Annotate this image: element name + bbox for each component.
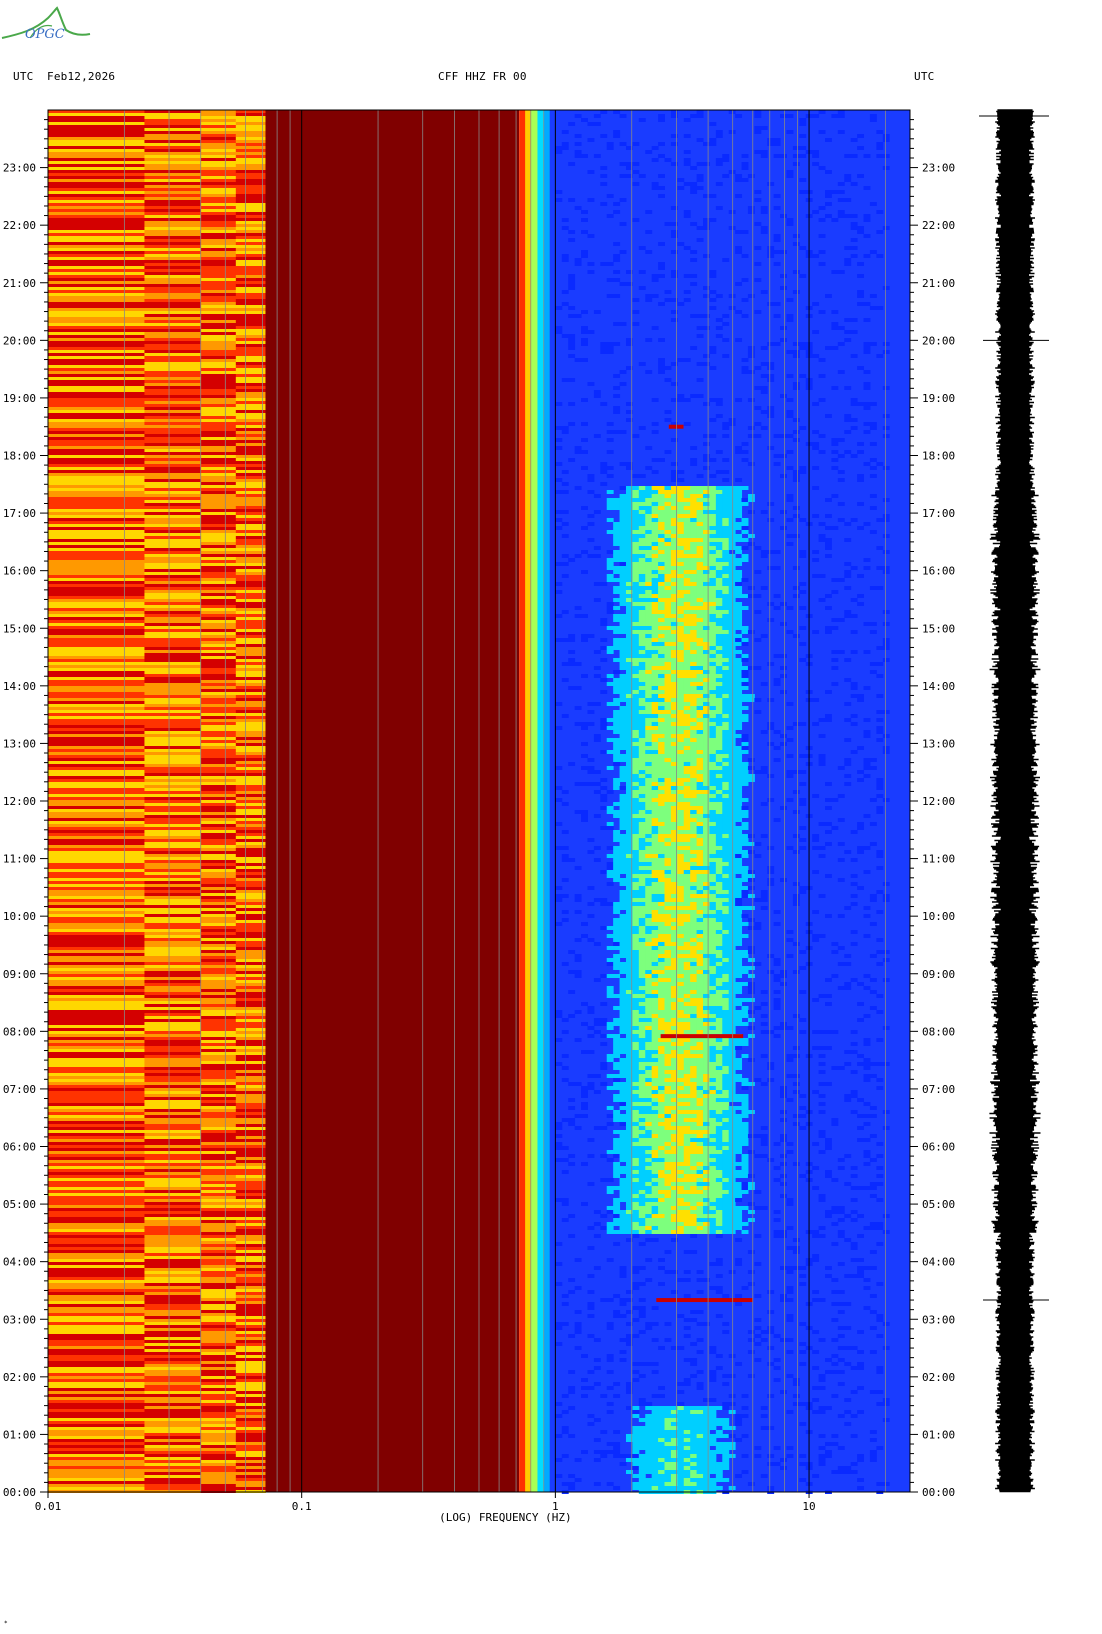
y-tick-label-left: 04:00 bbox=[3, 1256, 36, 1269]
y-tick-label-right: 11:00 bbox=[922, 853, 955, 866]
event-mark-0 bbox=[656, 1298, 753, 1303]
y-tick-label-left: 05:00 bbox=[3, 1198, 36, 1211]
y-tick-label-left: 16:00 bbox=[3, 565, 36, 578]
y-tick-label-left: 03:00 bbox=[3, 1313, 36, 1326]
y-tick-label-left: 19:00 bbox=[3, 392, 36, 405]
y-tick-label-right: 08:00 bbox=[922, 1025, 955, 1038]
y-tick-label-left: 01:00 bbox=[3, 1428, 36, 1441]
y-tick-label-right: 23:00 bbox=[922, 162, 955, 175]
y-tick-label-left: 17:00 bbox=[3, 507, 36, 520]
y-tick-label-left: 15:00 bbox=[3, 622, 36, 635]
y-tick-label-right: 18:00 bbox=[922, 450, 955, 463]
footer-mark: * bbox=[4, 1620, 8, 1627]
y-tick-label-right: 22:00 bbox=[922, 219, 955, 232]
y-tick-label-right: 01:00 bbox=[922, 1428, 955, 1441]
x-tick-label: 10 bbox=[802, 1500, 815, 1513]
y-tick-label-right: 17:00 bbox=[922, 507, 955, 520]
x-tick-label: 0.1 bbox=[292, 1500, 312, 1513]
y-tick-label-right: 16:00 bbox=[922, 565, 955, 578]
x-tick-label: 1 bbox=[552, 1500, 559, 1513]
y-tick-label-left: 22:00 bbox=[3, 219, 36, 232]
chart-title: CFF HHZ FR 00 bbox=[438, 70, 527, 83]
y-tick-label-right: 02:00 bbox=[922, 1371, 955, 1384]
y-tick-label-left: 21:00 bbox=[3, 277, 36, 290]
y-tick-label-right: 14:00 bbox=[922, 680, 955, 693]
seismogram-trace bbox=[989, 109, 1041, 1493]
header-left-tz: UTC bbox=[13, 70, 34, 83]
y-tick-label-right: 10:00 bbox=[922, 910, 955, 923]
y-tick-label-left: 07:00 bbox=[3, 1083, 36, 1096]
x-tick-label: 0.01 bbox=[35, 1500, 62, 1513]
y-tick-label-left: 10:00 bbox=[3, 910, 36, 923]
header-right-tz: UTC bbox=[914, 70, 935, 83]
y-tick-label-left: 02:00 bbox=[3, 1371, 36, 1384]
opgc-logo: OPGC bbox=[0, 0, 100, 52]
y-tick-label-left: 08:00 bbox=[3, 1025, 36, 1038]
y-tick-label-left: 20:00 bbox=[3, 334, 36, 347]
y-tick-label-right: 04:00 bbox=[922, 1256, 955, 1269]
y-tick-label-left: 06:00 bbox=[3, 1141, 36, 1154]
event-mark-1 bbox=[660, 1034, 744, 1039]
y-tick-label-right: 21:00 bbox=[922, 277, 955, 290]
y-tick-label-right: 03:00 bbox=[922, 1313, 955, 1326]
y-tick-label-right: 12:00 bbox=[922, 795, 955, 808]
y-tick-label-left: 12:00 bbox=[3, 795, 36, 808]
y-tick-label-right: 00:00 bbox=[922, 1486, 955, 1499]
y-tick-label-right: 06:00 bbox=[922, 1141, 955, 1154]
y-tick-label-right: 09:00 bbox=[922, 968, 955, 981]
y-tick-label-right: 05:00 bbox=[922, 1198, 955, 1211]
y-tick-label-left: 11:00 bbox=[3, 853, 36, 866]
y-tick-label-right: 20:00 bbox=[922, 334, 955, 347]
y-tick-label-left: 14:00 bbox=[3, 680, 36, 693]
y-tick-label-right: 15:00 bbox=[922, 622, 955, 635]
header-date: Feb12,2026 bbox=[47, 70, 116, 83]
y-tick-label-right: 07:00 bbox=[922, 1083, 955, 1096]
x-axis-label: (LOG) FREQUENCY (HZ) bbox=[439, 1511, 571, 1524]
logo-text: OPGC bbox=[25, 27, 65, 42]
y-tick-label-left: 13:00 bbox=[3, 737, 36, 750]
y-tick-label-right: 19:00 bbox=[922, 392, 955, 405]
y-tick-label-left: 23:00 bbox=[3, 162, 36, 175]
y-tick-label-left: 18:00 bbox=[3, 450, 36, 463]
y-tick-label-left: 09:00 bbox=[3, 968, 36, 981]
y-tick-label-right: 13:00 bbox=[922, 737, 955, 750]
dark-band bbox=[265, 110, 520, 1492]
y-tick-label-left: 00:00 bbox=[3, 1486, 36, 1499]
